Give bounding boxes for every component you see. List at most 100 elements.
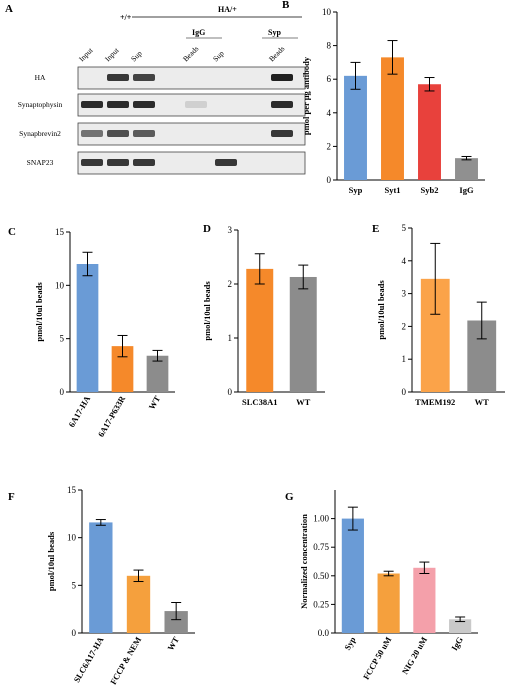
blot-row-label: HA: [35, 73, 46, 82]
blot-band: [133, 101, 155, 108]
y-tick-label: 10: [322, 7, 332, 17]
blot-row-labels: HA Synaptophysin Synapbrevin2 SNAP23: [18, 73, 63, 167]
bar: [449, 619, 472, 633]
panel-letter-g: G: [285, 491, 294, 503]
blot-column-label: Beads: [267, 44, 286, 63]
y-axis-label: Normalized concentration: [299, 514, 309, 609]
y-tick-label: 0.50: [313, 571, 329, 581]
bar: [126, 575, 151, 633]
y-tick-label: 8: [327, 41, 332, 51]
bar: [289, 276, 317, 392]
y-tick-label: 0.0: [318, 628, 330, 638]
bar: [164, 611, 188, 633]
bar: [246, 268, 274, 392]
blot-strip: [77, 122, 306, 146]
y-tick-label: 2: [327, 141, 332, 151]
x-category-label: 6A17-P633R: [96, 393, 128, 438]
y-tick-label: 3: [228, 225, 233, 235]
blot-sub-igg: IgG: [192, 28, 205, 37]
y-axis-label: pmol/10ul beads: [46, 531, 56, 591]
y-tick-label: 1: [228, 333, 233, 343]
blot-band: [271, 101, 293, 108]
chart-panel-f: F 0 5 10 15 pmol/10ul beads SLC6A17-HA FCCP & N…: [8, 485, 195, 686]
y-tick-label: 15: [55, 227, 65, 237]
panel-letter-c: C: [8, 226, 16, 238]
x-category-label: Syp: [342, 635, 358, 652]
x-category-label: IgG: [459, 185, 474, 195]
blot-band: [271, 130, 293, 137]
x-category-label: Syt1: [384, 185, 400, 195]
chart-panel-e: E 0 1 2 3 4 5 pmol/10ul beads TMEM192 WT: [372, 223, 505, 407]
bar: [341, 518, 364, 633]
bar: [455, 158, 478, 180]
blot-row-label: Synaptophysin: [18, 100, 63, 109]
y-axis-label: pmol/10ul beads: [202, 281, 212, 341]
x-category-label: WT: [296, 397, 311, 407]
blot-band: [107, 130, 129, 137]
bar: [381, 57, 404, 180]
blot-band: [133, 74, 155, 81]
blot-band: [271, 74, 293, 81]
x-category-label: FCCP & NEM: [108, 635, 143, 686]
x-category-label: WT: [165, 635, 181, 653]
chart-panel-c: C 0 5 10 15 pmol/10ul beads 6A17-HA 6A17-P633R W…: [8, 226, 175, 439]
bar: [418, 84, 441, 180]
y-tick-label: 4: [327, 108, 332, 118]
blot-band: [107, 159, 129, 166]
x-category-label: Syp: [349, 185, 363, 195]
blot-group-wt: +/+: [120, 13, 132, 22]
panel-letter-d: D: [203, 223, 211, 235]
y-tick-label: 1: [402, 354, 407, 364]
chart-panel-d: D 0 1 2 3 pmol/10ul beads SLC38A1 WT: [202, 223, 325, 407]
x-category-label: Syb2: [421, 185, 439, 195]
blot-column-label: Sup: [129, 49, 144, 64]
blot-group-ha: HA/+: [218, 5, 237, 14]
blot-band: [133, 130, 155, 137]
x-category-label: WT: [146, 394, 162, 412]
x-category-label: NIG 20 uM: [400, 635, 429, 676]
blot-sub-syp: Syp: [268, 28, 281, 37]
y-axis-label: pmol/10ul beads: [34, 282, 44, 342]
chart-panel-g: G 0.0 0.25 0.50 0.75 1.00 Normalized concentra…: [285, 490, 478, 681]
bar: [111, 346, 134, 392]
blot-row-label: Synapbrevin2: [19, 129, 61, 138]
y-axis-label: pmol/10ul beads: [376, 280, 386, 340]
blot-panel: A +/+ HA/+ IgG Syp Input Input Sup Beads Sup…: [5, 3, 306, 175]
y-tick-label: 0: [327, 175, 332, 185]
bar: [344, 75, 367, 180]
y-tick-label: 15: [67, 485, 77, 495]
panel-letter-f: F: [8, 491, 15, 503]
y-tick-label: 2: [228, 279, 233, 289]
y-tick-label: 0.25: [313, 599, 329, 609]
blot-column-label: Beads: [181, 44, 200, 63]
chart-panel-b: B 0 2 4 6 8 10 pmol per μg antibody Syp Syt1 Syb2 I…: [282, 0, 485, 195]
y-tick-label: 0: [228, 387, 233, 397]
bar: [146, 355, 169, 392]
panel-letter-a: A: [5, 3, 13, 15]
y-tick-label: 2: [402, 321, 407, 331]
bar: [413, 567, 436, 633]
y-tick-label: 3: [402, 289, 407, 299]
blot-column-label: Input: [77, 45, 95, 63]
blot-strips: [77, 66, 306, 175]
blot-row-label: SNAP23: [27, 158, 54, 167]
blot-band: [81, 159, 103, 166]
bar: [89, 522, 113, 633]
bar: [377, 573, 400, 633]
blot-band: [107, 74, 129, 81]
blot-strip: [77, 66, 306, 90]
y-tick-label: 6: [327, 74, 332, 84]
bar: [76, 264, 99, 392]
panel-letter-b: B: [282, 0, 290, 11]
y-tick-label: 10: [67, 533, 77, 543]
blot-band: [215, 159, 237, 166]
blot-column-label: Input: [103, 45, 121, 63]
y-tick-label: 1.00: [313, 514, 329, 524]
y-tick-label: 4: [402, 256, 407, 266]
blot-column-labels: Input Input Sup Beads Sup Beads: [77, 44, 286, 63]
blot-band: [133, 159, 155, 166]
blot-band: [81, 101, 103, 108]
y-tick-label: 5: [72, 580, 77, 590]
blot-band: [107, 101, 129, 108]
